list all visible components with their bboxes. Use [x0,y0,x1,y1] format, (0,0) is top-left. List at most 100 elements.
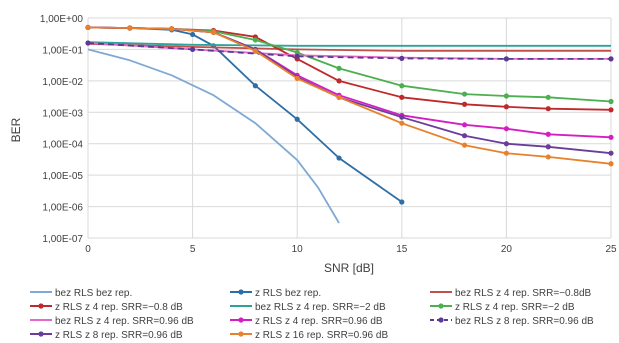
series-6 [85,24,614,105]
data-point [545,131,551,137]
legend-label: z RLS z 8 rep. SRR=0.96 dB [55,330,183,341]
legend-item: bez RLS z 8 rep. SRR=0.96 dB [430,316,594,327]
data-point [399,94,405,100]
legend-item: z RLS z 4 rep. SRR=0.96 dB [230,316,383,327]
x-tick-label: 20 [501,244,513,255]
legend-item: bez RLS z 4 rep. SRR=−2 dB [230,302,386,313]
data-point [461,142,468,148]
series-5 [87,41,611,47]
y-tick-label: 1,00E-01 [42,45,83,56]
data-point [461,122,468,128]
data-point [399,55,405,61]
data-point [503,93,509,99]
y-tick-label: 1,00E-03 [42,108,83,119]
data-point [545,106,551,112]
series-line [87,26,403,203]
legend-label: z RLS z 16 rep. SRR=0.96 dB [255,330,388,341]
legend-label: z RLS z 4 rep. SRR=−2 dB [455,302,575,313]
legend-marker [238,289,244,295]
data-point [190,31,196,38]
data-point [503,56,509,62]
legend-marker [38,303,44,309]
legend-marker [238,331,244,337]
legend-item: z RLS z 4 rep. SRR=−2 dB [430,302,575,313]
legend: bez RLS bez rep. z RLS bez rep. bez RLS z … [30,288,594,341]
legend-item: bez RLS z 4 rep. SRR=−0.8dB [430,288,592,299]
data-point [294,53,300,60]
legend-marker [438,303,444,309]
data-point [336,65,342,71]
data-point [545,94,551,100]
legend-item: z RLS bez rep. [230,288,321,299]
data-point [608,150,614,156]
data-point [336,78,342,84]
data-point [503,141,509,147]
legend-marker [38,331,44,337]
legend-marker [438,317,444,323]
legend-label: bez RLS z 4 rep. SRR=−0.8dB [455,288,592,299]
y-tick-label: 1,00E-02 [42,77,83,88]
series-line [87,43,611,52]
series-line [87,26,612,165]
series-line [87,42,611,60]
data-point [399,199,405,205]
legend-label: bez RLS z 4 rep. SRR=0.96 dB [55,316,194,327]
data-point [399,83,405,89]
data-point [461,91,468,97]
data-point [252,83,258,89]
data-point [294,49,300,56]
series-line [87,42,611,60]
data-point [85,24,91,31]
x-tick-label: 0 [85,244,91,255]
series-lines [85,24,614,224]
x-tick-label: 15 [396,244,408,255]
data-point [608,161,614,167]
y-tick-label: 1,00E-06 [42,203,83,214]
y-axis-label: BER [9,117,23,142]
data-point [503,150,509,156]
series-11 [85,24,614,167]
y-tick-label: 1,00E-07 [42,234,83,245]
series-8 [85,24,614,140]
data-point [545,144,551,150]
data-point [210,29,217,35]
series-9 [85,40,614,62]
legend-label: bez RLS bez rep. [55,288,132,299]
legend-item: z RLS z 16 rep. SRR=0.96 dB [230,330,388,341]
legend-item: z RLS z 4 rep. SRR=−0.8 dB [30,302,183,313]
y-tick-labels: 1,00E+00 1,00E-01 1,00E-02 1,00E-03 1,00E-04… [40,14,84,245]
x-tick-label: 25 [605,244,617,255]
x-tick-label: 10 [292,244,304,255]
series-1 [87,48,340,224]
x-tick-label: 5 [190,244,196,255]
series-line [87,41,611,47]
legend-label: z RLS z 4 rep. SRR=−0.8 dB [55,302,183,313]
data-point [252,37,258,43]
data-point [608,56,614,62]
data-point [336,94,342,100]
legend-label: z RLS bez rep. [255,288,321,299]
series-line [87,48,340,224]
legend-item: bez RLS bez rep. [30,288,132,299]
legend-label: bez RLS z 8 rep. SRR=0.96 dB [455,316,594,327]
legend-item: bez RLS z 4 rep. SRR=0.96 dB [30,316,194,327]
data-point [294,75,300,81]
data-point [85,40,91,46]
data-point [169,26,175,32]
y-tick-label: 1,00E-05 [42,171,83,182]
legend-marker [238,317,244,323]
data-point [399,120,405,126]
legend-label: z RLS z 4 rep. SRR=0.96 dB [255,316,383,327]
data-point [252,48,258,54]
x-tick-labels: 0 5 10 15 20 25 [85,244,617,255]
data-point [461,101,468,107]
y-tick-label: 1,00E+00 [40,14,84,25]
y-tick-label: 1,00E-04 [42,140,83,151]
series-7 [87,42,611,60]
data-point [608,107,614,113]
data-point [608,134,614,140]
legend-label: bez RLS z 4 rep. SRR=−2 dB [255,302,386,313]
data-point [399,114,405,120]
data-point [294,116,300,122]
